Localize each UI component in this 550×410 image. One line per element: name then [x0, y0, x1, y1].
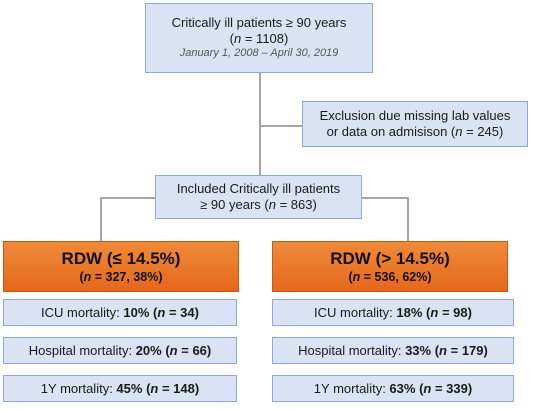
connector-right-down [407, 197, 409, 242]
group-high-rdw-title: RDW (> 14.5%) [330, 249, 450, 269]
connector-left-down [100, 197, 102, 242]
group-low-rdw-title: RDW (≤ 14.5%) [61, 249, 181, 269]
total-patients-box: Critically ill patients ≥ 90 years (n = … [145, 3, 373, 73]
group-low-rdw-count: (n = 327, 38%) [79, 269, 163, 284]
included-box: Included Critically ill patients ≥ 90 ye… [155, 175, 362, 219]
total-patients-count: (n = 1108) [229, 31, 289, 47]
low-rdw-icu-mortality: ICU mortality: 10% (n = 34) [3, 299, 237, 326]
group-low-rdw-box: RDW (≤ 14.5%) (n = 327, 38%) [3, 241, 239, 292]
exclusion-box: Exclusion due missing lab values or data… [302, 101, 528, 147]
total-patients-title: Critically ill patients ≥ 90 years [171, 15, 347, 31]
group-high-rdw-box: RDW (> 14.5%) (n = 536, 62%) [272, 241, 508, 292]
connector-to-exclusion [260, 125, 302, 127]
included-line1: Included Critically ill patients [176, 181, 341, 197]
group-high-rdw-count: (n = 536, 62%) [348, 269, 432, 284]
high-rdw-hospital-mortality: Hospital mortality: 33% (n = 179) [272, 337, 514, 364]
low-rdw-hospital-mortality: Hospital mortality: 20% (n = 66) [3, 337, 237, 364]
exclusion-line1: Exclusion due missing lab values [319, 108, 511, 124]
high-rdw-icu-mortality: ICU mortality: 18% (n = 98) [272, 299, 514, 326]
low-rdw-1y-mortality: 1Y mortality: 45% (n = 148) [3, 375, 237, 402]
exclusion-line2: or data on admisison (n = 245) [326, 124, 504, 139]
included-line2: ≥ 90 years (n = 863) [200, 197, 317, 212]
high-rdw-1y-mortality: 1Y mortality: 63% (n = 339) [272, 375, 514, 402]
study-period: January 1, 2008 – April 30, 2019 [179, 47, 339, 60]
